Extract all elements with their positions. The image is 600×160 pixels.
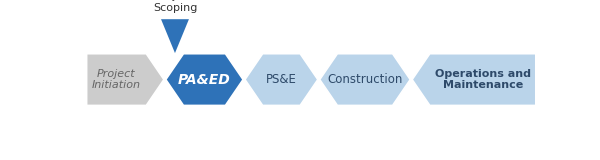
Text: Project
Scoping: Project Scoping — [153, 0, 197, 13]
Polygon shape — [245, 54, 318, 105]
Text: PA&ED: PA&ED — [178, 73, 231, 87]
Text: Project
Initiation: Project Initiation — [92, 69, 141, 90]
Polygon shape — [86, 54, 164, 105]
Polygon shape — [166, 54, 243, 105]
Text: Construction: Construction — [327, 73, 403, 86]
Text: Operations and
Maintenance: Operations and Maintenance — [435, 69, 531, 90]
Text: PS&E: PS&E — [266, 73, 297, 86]
Polygon shape — [320, 54, 410, 105]
Polygon shape — [412, 54, 536, 105]
Polygon shape — [161, 19, 189, 53]
